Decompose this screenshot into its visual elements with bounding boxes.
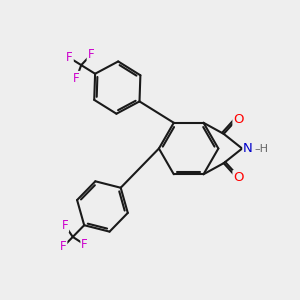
Text: O: O [233,113,244,126]
Text: F: F [66,51,73,64]
Text: F: F [61,219,68,232]
Text: O: O [233,171,244,184]
Text: F: F [88,48,94,62]
Text: –H: –H [255,143,268,154]
Text: F: F [73,72,80,85]
Text: N: N [243,142,253,155]
Text: F: F [60,240,67,253]
Text: F: F [81,238,88,251]
